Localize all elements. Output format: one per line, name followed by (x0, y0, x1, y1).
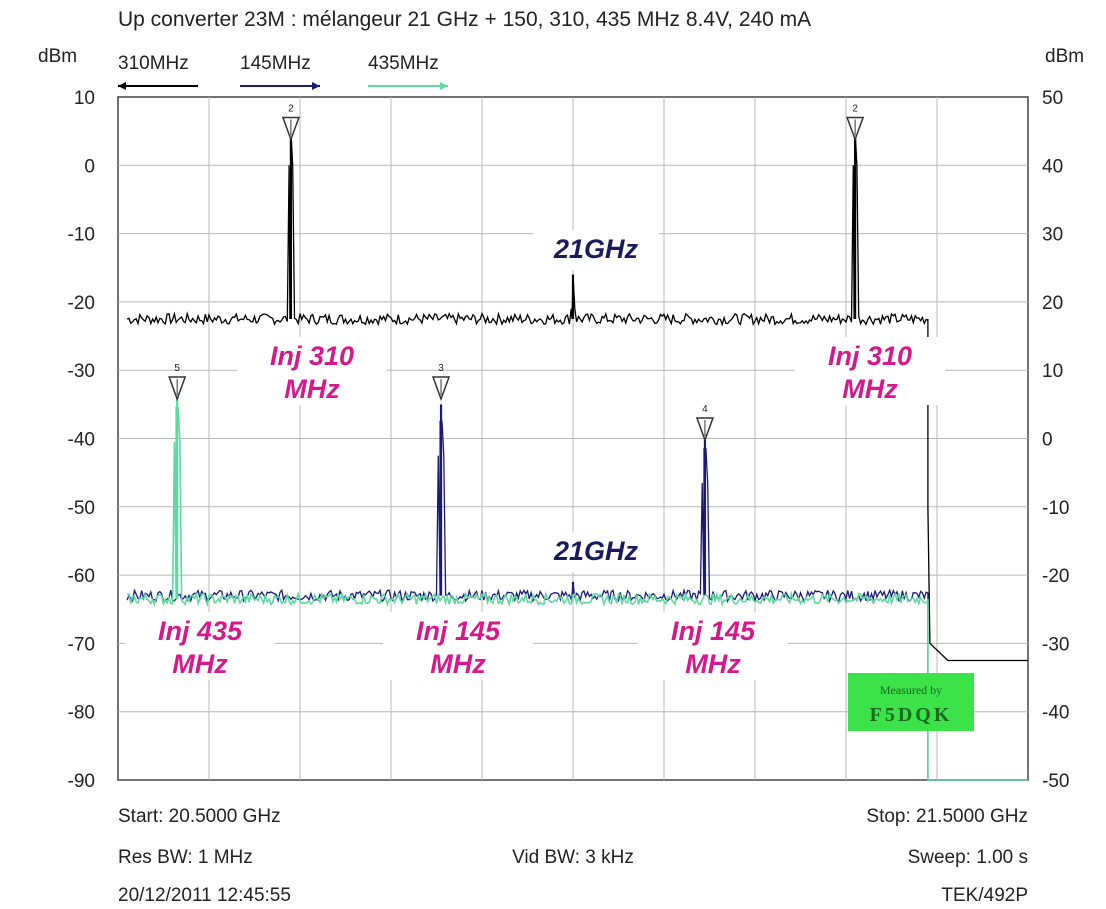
footer-stop: Stop: 21.5000 GHz (866, 806, 1028, 827)
annotation-text: MHz (842, 374, 898, 404)
stamp-line2: F5DQK (870, 704, 953, 726)
right-axis-label: dBm (1045, 46, 1084, 67)
annotation-text: MHz (685, 649, 741, 679)
right-tick-label: 40 (1042, 156, 1063, 177)
annotation-text: Inj 435 (158, 616, 243, 646)
annotation-text: 21GHz (553, 234, 639, 264)
marker-number: 3 (438, 363, 444, 374)
right-tick-label: -30 (1042, 634, 1069, 655)
left-axis-label: dBm (38, 46, 77, 67)
annotation-bg (795, 337, 945, 405)
legend-arrow (118, 82, 126, 90)
annotation-text: MHz (430, 649, 486, 679)
annotation-bg (237, 337, 387, 405)
right-tick-label: -10 (1042, 498, 1069, 519)
peak-markers: 2 2 5 3 4 (168, 103, 865, 443)
footer-instrument: TEK/492P (941, 885, 1028, 906)
footer-timestamp: 20/12/2011 12:45:55 (118, 885, 291, 906)
traces (126, 131, 1028, 781)
right-axis-ticks: 50 40 30 20 10 0 -10 -20 -30 -40 -50 (1042, 88, 1069, 792)
left-tick-label: 0 (84, 156, 95, 177)
trace-435MHz (126, 407, 1028, 781)
left-tick-label: -40 (68, 430, 95, 451)
right-tick-label: -20 (1042, 566, 1069, 587)
legend-label: 435MHz (368, 53, 439, 74)
legend-label: 310MHz (118, 53, 189, 74)
annotation-text: Inj 145 (416, 616, 501, 646)
footer-start: Start: 20.5000 GHz (118, 806, 281, 827)
annotation-bg (533, 532, 659, 572)
right-tick-label: 0 (1042, 430, 1053, 451)
annotation-bg (533, 230, 659, 270)
left-tick-label: -70 (68, 634, 95, 655)
right-tick-label: 30 (1042, 225, 1063, 246)
measured-by-stamp: Measured by F5DQK (848, 673, 974, 731)
annotation-text: Inj 145 (671, 616, 756, 646)
right-tick-label: 10 (1042, 361, 1063, 382)
left-tick-label: -20 (68, 293, 95, 314)
legend-label: 145MHz (240, 53, 311, 74)
footer: Start: 20.5000 GHz Stop: 21.5000 GHz Res… (118, 806, 1028, 906)
marker-number: 4 (702, 404, 708, 415)
legend-arrow (440, 82, 448, 90)
marker-number: 5 (174, 363, 180, 374)
right-tick-label: -50 (1042, 771, 1069, 792)
annotation-text: 21GHz (553, 536, 639, 566)
left-tick-label: -80 (68, 703, 95, 724)
annotation-text: Inj 310 (270, 341, 354, 371)
left-tick-label: 10 (74, 88, 95, 109)
annotation-text: Inj 310 (828, 341, 912, 371)
marker-number: 2 (288, 103, 294, 114)
annotation-bg (383, 612, 533, 680)
footer-sweep: Sweep: 1.00 s (908, 847, 1028, 868)
annotation-bg (638, 612, 788, 680)
left-tick-label: -60 (68, 566, 95, 587)
footer-res-bw: Res BW: 1 MHz (118, 847, 253, 868)
left-tick-label: -90 (68, 771, 95, 792)
trace-310MHz (126, 131, 1028, 662)
left-axis-ticks: 10 0 -10 -20 -30 -40 -50 -60 -70 -80 -90 (68, 88, 95, 792)
footer-vid-bw: Vid BW: 3 kHz (512, 847, 634, 868)
right-tick-label: -40 (1042, 703, 1069, 724)
annotation-text: MHz (172, 649, 228, 679)
legend: 310MHz 145MHz 435MHz (118, 53, 448, 90)
legend-arrow (312, 82, 320, 90)
chart-title: Up converter 23M : mélangeur 21 GHz + 15… (118, 8, 811, 31)
annotation-bg (125, 612, 275, 680)
right-tick-label: 50 (1042, 88, 1063, 109)
left-tick-label: -30 (68, 361, 95, 382)
right-tick-label: 20 (1042, 293, 1063, 314)
marker-number: 2 (852, 103, 858, 114)
annotation-text: MHz (284, 374, 340, 404)
stamp-line1: Measured by (880, 683, 942, 697)
left-tick-label: -50 (68, 498, 95, 519)
left-tick-label: -10 (68, 225, 95, 246)
